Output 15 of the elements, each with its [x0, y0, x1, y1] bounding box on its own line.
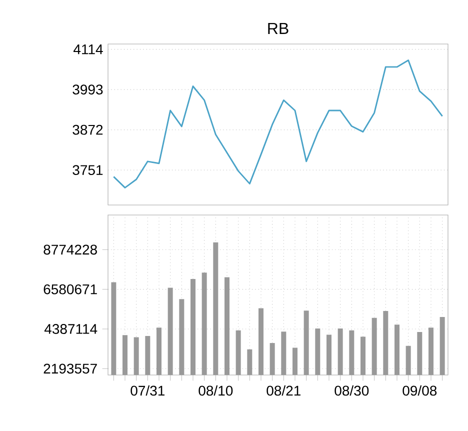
y-tick-label: 6580671: [44, 284, 97, 294]
y-tick-label: 4114: [74, 44, 103, 54]
y-tick-label: 2193557: [44, 364, 97, 374]
y-tick-label: 3872: [72, 124, 103, 135]
line-series: [112, 60, 444, 188]
x-tick-label: 09/08: [402, 385, 437, 396]
y-tick-label: 3751: [72, 165, 103, 176]
x-tick-label: 08/10: [198, 385, 233, 396]
y-tick-label: 4387114: [44, 324, 98, 334]
y-tick-label: 8774228: [44, 244, 97, 255]
x-tick-label: 07/31: [130, 385, 164, 396]
y-tick-label: 3993: [72, 84, 103, 95]
x-tick-label: 08/30: [334, 385, 369, 396]
x-tick-label: 08/21: [266, 385, 300, 396]
chart-title: RB: [268, 22, 288, 34]
